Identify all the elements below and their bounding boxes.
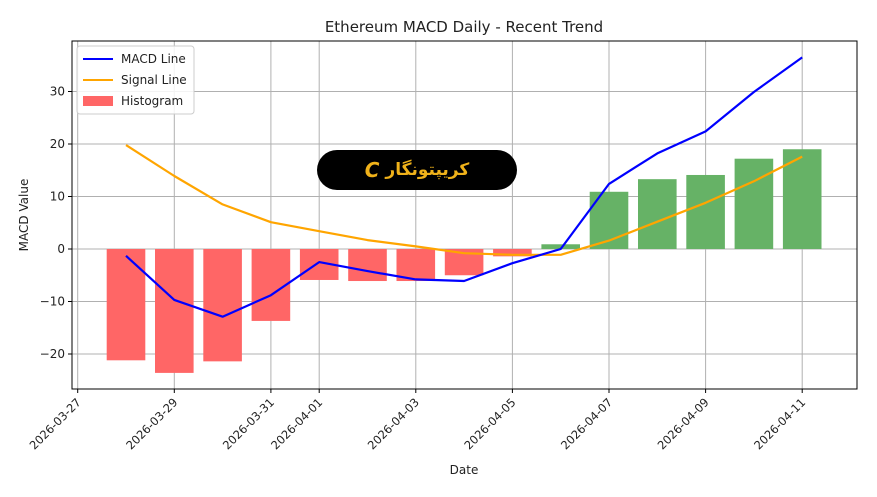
x-tick-label: 2026-04-03 bbox=[365, 395, 422, 452]
data-lines bbox=[125, 56, 803, 318]
legend-macd-label: MACD Line bbox=[121, 52, 186, 66]
histogram-bar bbox=[203, 249, 242, 362]
x-tick-label: 2026-04-09 bbox=[655, 395, 712, 452]
y-tick-label: −10 bbox=[40, 295, 65, 309]
x-tick-label: 2026-04-01 bbox=[268, 395, 325, 452]
y-axis-label: MACD Value bbox=[17, 179, 31, 252]
x-tick-label: 2026-03-27 bbox=[27, 395, 84, 452]
histogram-bar bbox=[541, 244, 580, 249]
histogram-bar bbox=[686, 174, 725, 249]
plot-frame bbox=[71, 40, 858, 390]
y-tick-label: 30 bbox=[50, 85, 65, 99]
y-tick-label: 20 bbox=[50, 137, 65, 151]
macd-line bbox=[125, 56, 803, 318]
y-tick-label: 0 bbox=[57, 242, 65, 256]
histogram-bar bbox=[782, 149, 822, 249]
x-tick-label: 2026-04-11 bbox=[751, 395, 808, 452]
legend-histogram-swatch bbox=[83, 96, 113, 106]
legend-signal-label: Signal Line bbox=[121, 73, 187, 87]
histogram-bar bbox=[348, 249, 387, 282]
histogram-bar bbox=[155, 249, 194, 373]
watermark-badge: C کریپتونگار bbox=[317, 150, 517, 190]
histogram-bar bbox=[396, 249, 436, 282]
y-tick-label: 10 bbox=[50, 190, 65, 204]
chart-title: Ethereum MACD Daily - Recent Trend bbox=[325, 18, 603, 36]
histogram-bar bbox=[106, 249, 146, 361]
crypto-logo-icon: C bbox=[364, 158, 380, 182]
legend-histogram-label: Histogram bbox=[121, 94, 183, 108]
x-tick-label: 2026-03-29 bbox=[123, 395, 180, 452]
y-tick-label: −20 bbox=[40, 347, 65, 361]
histogram-bar bbox=[638, 179, 677, 249]
legend: MACD Line Signal Line Histogram bbox=[76, 45, 195, 115]
histogram-bar bbox=[734, 158, 774, 249]
x-axis-ticks: 2026-03-27 2026-03-29 2026-03-312026-04-01… bbox=[27, 389, 808, 452]
x-tick-label: 2026-04-05 bbox=[461, 395, 518, 452]
x-tick-label: 2026-04-07 bbox=[558, 395, 615, 452]
histogram-bars bbox=[106, 149, 822, 373]
signal-line bbox=[125, 144, 803, 256]
histogram-bar bbox=[251, 249, 291, 321]
watermark-text: کریپتونگار bbox=[385, 160, 470, 180]
x-axis-label: Date bbox=[450, 463, 479, 477]
y-axis-ticks: −20 −10 0 10 20 30 bbox=[40, 85, 72, 361]
histogram-bar bbox=[493, 249, 532, 257]
